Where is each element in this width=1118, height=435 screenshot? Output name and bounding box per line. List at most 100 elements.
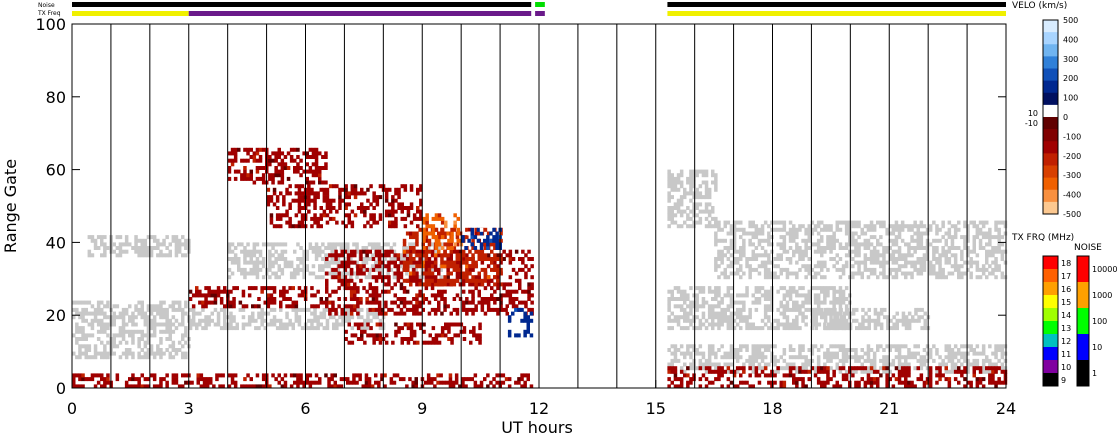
scatter-cell <box>453 242 457 247</box>
scatter-cell <box>493 267 497 272</box>
scatter-cell <box>504 377 509 382</box>
scatter-cell <box>474 286 478 291</box>
scatter-cell <box>165 380 169 385</box>
scatter-cell <box>960 344 964 349</box>
scatter-cell <box>255 267 260 272</box>
scatter-cell <box>782 286 787 291</box>
scatter-cell <box>745 289 749 294</box>
scatter-cell <box>327 246 331 250</box>
scatter-cell <box>140 384 144 389</box>
scatter-cell <box>529 318 534 323</box>
scatter-cell <box>465 260 469 265</box>
scatter-cell <box>891 224 896 229</box>
scatter-cell <box>882 249 886 254</box>
scatter-cell <box>972 358 976 363</box>
scatter-cell <box>440 246 445 250</box>
scatter-cell <box>452 278 457 283</box>
scatter-cell <box>754 231 759 236</box>
scatter-cell <box>900 271 905 276</box>
scatter-cell <box>479 242 484 247</box>
scatter-cell <box>96 318 101 323</box>
scatter-cell <box>754 227 759 232</box>
scatter-cell <box>667 377 671 382</box>
scatter-cell <box>829 242 833 247</box>
scatter-cell <box>667 348 671 352</box>
scatter-cell <box>804 231 808 236</box>
scatter-cell <box>100 377 104 382</box>
scatter-cell <box>763 289 768 294</box>
scatter-cell <box>261 264 266 269</box>
scatter-cell <box>409 184 414 189</box>
scatter-cell <box>261 173 266 178</box>
scatter-cell <box>350 326 355 331</box>
scatter-cell <box>311 380 316 385</box>
scatter-cell <box>310 293 314 298</box>
scatter-cell <box>751 348 755 352</box>
scatter-cell <box>425 340 429 345</box>
scatter-cell <box>508 289 513 294</box>
scatter-cell <box>252 180 257 185</box>
scatter-cell <box>935 260 939 265</box>
scatter-cell <box>490 297 494 301</box>
scatter-cell <box>360 202 364 207</box>
scatter-cell <box>673 377 678 382</box>
scatter-cell <box>100 238 104 243</box>
scatter-cell <box>770 249 774 254</box>
scatter-cell <box>294 318 299 323</box>
scatter-cell <box>717 249 721 254</box>
scatter-cell <box>957 348 961 352</box>
scatter-cell <box>254 304 258 309</box>
scatter-cell <box>299 257 303 261</box>
scatter-cell <box>689 209 693 214</box>
scatter-cell <box>280 158 285 163</box>
scatter-cell <box>266 187 271 192</box>
scatter-cell <box>204 318 208 323</box>
scatter-cell <box>751 257 755 261</box>
scatter-cell <box>347 191 351 196</box>
scatter-cell <box>726 304 731 309</box>
scatter-cell <box>399 311 404 316</box>
scatter-cell <box>838 246 843 250</box>
scatter-cell <box>885 362 889 367</box>
scatter-cell <box>106 315 110 320</box>
scatter-cell <box>726 351 731 356</box>
scatter-cell <box>707 289 712 294</box>
scatter-cell <box>399 271 404 276</box>
scatter-cell <box>243 249 247 254</box>
scatter-cell <box>726 369 731 374</box>
scatter-cell <box>465 271 469 276</box>
scatter-cell <box>430 249 435 254</box>
scatter-cell <box>437 238 441 243</box>
scatter-cell <box>851 373 855 378</box>
scatter-cell <box>882 348 886 352</box>
scatter-cell <box>191 315 196 320</box>
scatter-cell <box>981 366 986 371</box>
scatter-cell <box>159 253 163 258</box>
scatter-cell <box>402 242 407 247</box>
scatter-cell <box>227 275 232 280</box>
scatter-cell <box>322 198 327 203</box>
scatter-cell <box>807 267 811 272</box>
scatter-cell <box>779 257 783 261</box>
scatter-cell <box>171 307 176 312</box>
scatter-cell <box>377 384 381 389</box>
scatter-cell <box>213 300 218 305</box>
scatter-cell <box>72 333 76 338</box>
scatter-cell <box>204 326 208 331</box>
scatter-cell <box>400 216 404 221</box>
scatter-cell <box>93 373 98 378</box>
scatter-cell <box>673 180 678 185</box>
scatter-cell <box>137 238 141 243</box>
scatter-cell <box>311 155 316 159</box>
scatter-cell <box>922 362 927 367</box>
scatter-cell <box>121 351 126 356</box>
scatter-cell <box>711 297 715 301</box>
scatter-cell <box>745 358 749 363</box>
scatter-cell <box>364 373 369 378</box>
scatter-cell <box>508 260 513 265</box>
scatter-cell <box>673 369 678 374</box>
scatter-cell <box>941 271 945 276</box>
scatter-cell <box>280 162 285 167</box>
scatter-cell <box>938 260 942 265</box>
scatter-cell <box>754 235 759 240</box>
